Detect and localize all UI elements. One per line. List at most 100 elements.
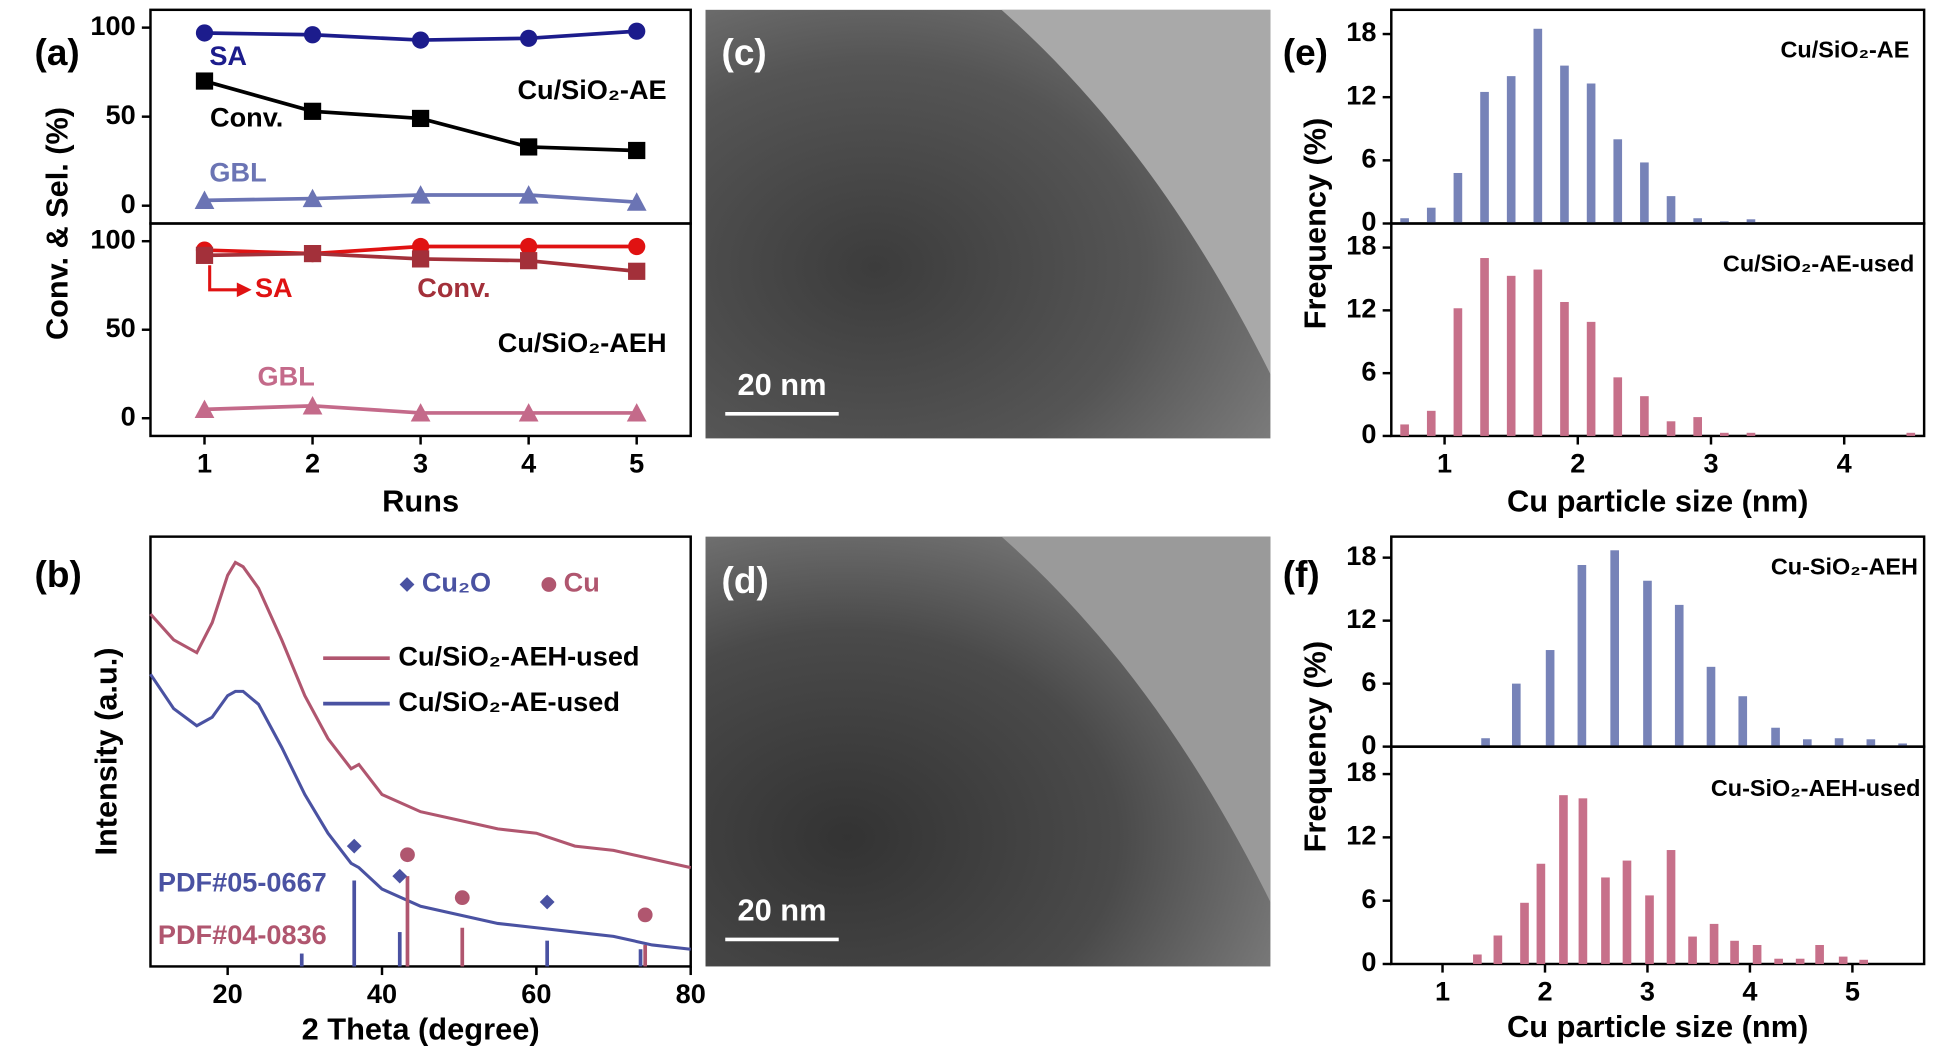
marker [520,237,538,256]
y-axis-label: Conv. & Sel. (%) [39,107,74,340]
marker [539,894,555,910]
marker [194,190,215,209]
bar [1536,863,1546,964]
y-axis-label: Frequency (%) [1297,118,1332,329]
bar [1506,275,1516,436]
bar [1706,666,1716,747]
bar [1640,396,1649,436]
y-tick-label: 0 [1361,206,1376,237]
bar [1746,219,1756,224]
marker [411,109,430,128]
bar [1752,944,1762,964]
arrow-head [236,282,252,298]
y-tick-label: 0 [1361,418,1376,449]
y-tick-label: 6 [1361,143,1376,174]
scale-bar-label: 20 nm [737,893,826,928]
y-tick-label: 50 [106,312,136,343]
bar [1898,743,1907,747]
marker [518,403,539,422]
y-tick-label: 50 [106,99,136,130]
bar [1730,940,1739,964]
y-tick-label: 0 [121,188,136,219]
y-tick-label: 6 [1361,355,1376,386]
marker [302,396,323,415]
x-tick-label: 4 [1742,976,1757,1007]
x-tick-label: 40 [367,978,397,1009]
x-axis-label: Cu particle size (nm) [1507,1009,1808,1044]
marker [400,847,415,863]
marker [302,188,323,208]
y-tick-label: 12 [1346,603,1376,634]
bar [1453,308,1463,436]
bar [1533,269,1543,436]
y-tick-label: 12 [1346,293,1376,324]
bar [1666,850,1676,964]
bar [1480,258,1489,436]
bar [1738,696,1748,747]
bar [1693,218,1702,224]
bar [1453,172,1463,224]
bar [1400,424,1409,436]
marker [195,246,214,264]
x-tick-label: 2 [1537,976,1552,1007]
y-tick-label: 6 [1361,883,1376,914]
y-tick-label: 100 [90,10,135,41]
x-tick-label: 2 [305,448,320,479]
marker [520,29,538,47]
x-tick-label: 4 [521,448,536,479]
marker [628,22,646,40]
legend-label: Cu/SiO₂-AE-used [398,686,620,717]
series-line [149,560,692,870]
marker [303,102,322,120]
bar [1613,377,1623,436]
series-label: SA [209,40,247,71]
marker [195,24,214,42]
plot-frame [149,535,692,968]
bar [1520,902,1529,964]
marker [411,31,430,49]
bar [1859,959,1868,964]
x-tick-label: 1 [1435,976,1450,1007]
marker [520,138,538,156]
x-axis-label: Runs [382,484,459,519]
series-label: Conv. [210,101,283,132]
x-tick-label: 4 [1837,448,1852,479]
marker [628,237,646,256]
reference-label: PDF#04-0836 [158,919,327,950]
marker [626,192,647,211]
bar [1560,65,1569,224]
series-label: Cu/SiO₂-AE [1780,37,1909,63]
marker [626,403,647,422]
bar [1533,28,1543,224]
marker [303,26,322,44]
marker [410,403,431,422]
y-axis-label: Frequency (%) [1297,641,1332,852]
bar [1601,877,1610,964]
panel-label: (d) [722,560,769,601]
annotation: Cu/SiO₂-AEH [498,327,667,358]
series-label: GBL [258,360,315,391]
reference-label: PDF#05-0667 [158,866,327,897]
series-label: Cu/SiO₂-AE-used [1723,250,1914,276]
x-tick-label: 2 [1570,448,1585,479]
bar [1774,958,1783,964]
y-tick-label: 100 [90,223,135,254]
panel-label: (e) [1283,32,1328,73]
series-label: Cu-SiO₂-AEH-used [1711,775,1921,801]
bar [1666,196,1676,224]
marker [637,907,653,923]
series-label: GBL [209,157,266,188]
bar [1693,417,1702,436]
x-tick-label: 3 [413,448,428,479]
arrow [208,265,240,292]
bar [1643,580,1652,747]
bar [1622,860,1632,964]
y-tick-label: 18 [1346,230,1376,261]
y-tick-label: 18 [1346,16,1376,47]
bar [1674,604,1684,747]
x-axis-label: Cu particle size (nm) [1507,484,1808,519]
marker [194,399,215,418]
bar [1838,956,1848,964]
bar [1815,944,1824,964]
